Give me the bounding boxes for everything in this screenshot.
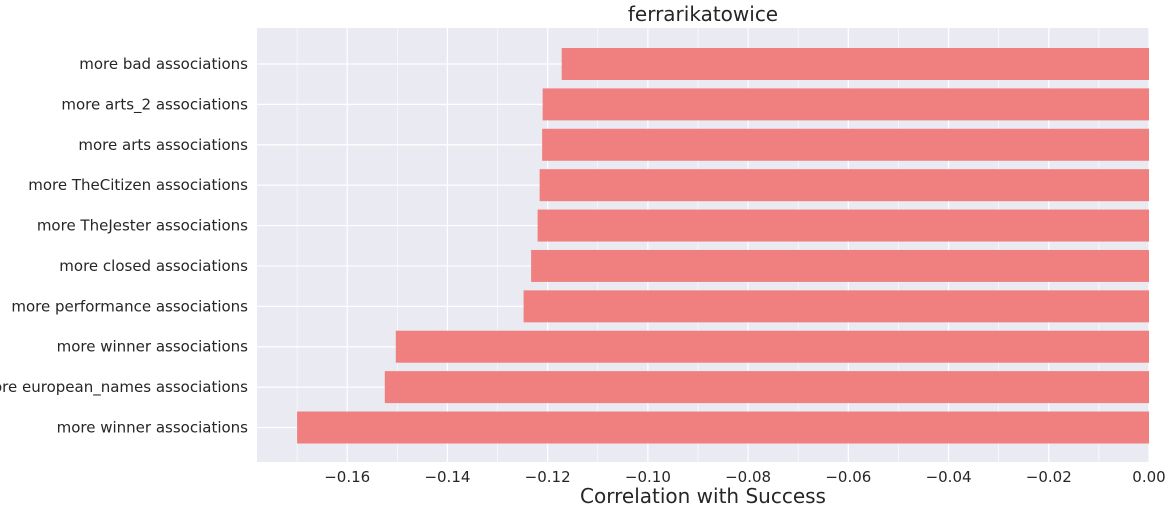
x-tick-label: −0.16 [324,468,370,486]
category-labels: more winner associations more european_na… [0,55,248,437]
x-tick-label: −0.02 [1026,468,1072,486]
x-tick-label: −0.06 [825,468,871,486]
x-tick-label: −0.14 [424,468,470,486]
x-tick-label: −0.12 [525,468,571,486]
category-label: more closed associations [59,257,248,275]
bar [523,290,1149,323]
bar [542,128,1149,161]
bar [561,48,1149,80]
category-label: more arts associations [78,136,248,154]
x-tick-label: 0.00 [1132,468,1165,486]
category-label: more TheJester associations [37,217,248,235]
x-tick-label: −0.04 [926,468,972,486]
category-label: more arts_2 associations [61,95,248,114]
category-label: more TheCitizen associations [28,176,248,194]
x-tick-label: −0.10 [625,468,671,486]
bar [384,371,1150,404]
category-label: more bad associations [79,55,248,73]
bar [531,249,1149,282]
x-axis-label: Correlation with Success [580,484,826,508]
bar [542,88,1149,121]
x-tick-labels: −0.16 −0.14 −0.12 −0.10 −0.08 −0.06 −0.04 −0.02… [324,468,1165,486]
category-label: more european_names associations [0,378,248,397]
bar [297,411,1150,444]
category-label: more winner associations [57,419,249,437]
x-tick-label: −0.08 [725,468,771,486]
category-label: more winner associations [57,338,249,356]
category-label: more performance associations [11,297,248,315]
bars [297,48,1150,444]
bar [537,209,1149,242]
bar [395,330,1149,363]
chart-title: ferrarikatowice [628,2,778,26]
bar [539,169,1149,202]
